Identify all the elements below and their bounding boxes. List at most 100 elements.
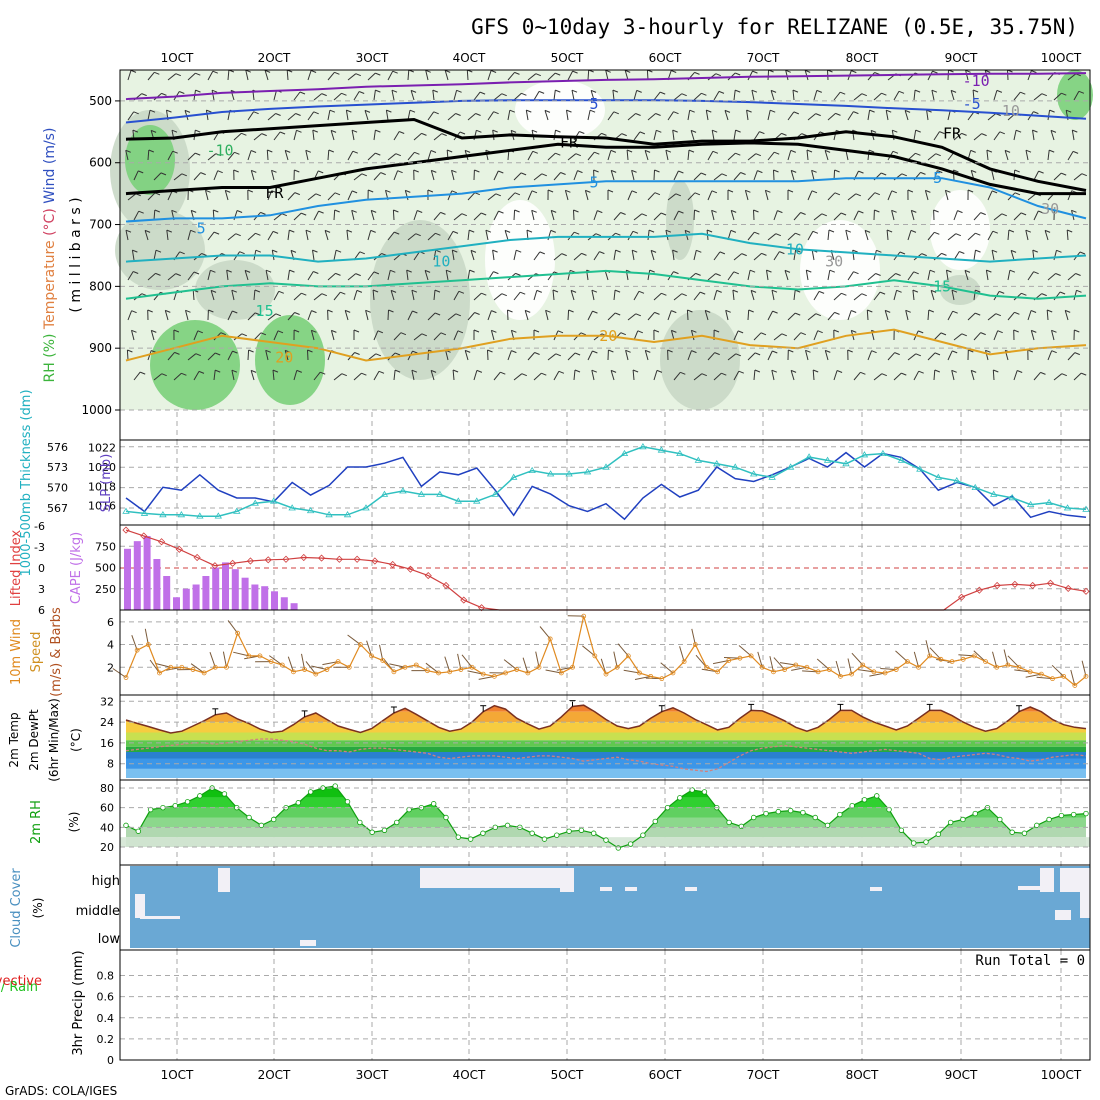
wind-barb-flag [931,89,938,93]
wind-barb [330,330,335,341]
wind-barb [867,350,873,361]
wind-barb-flag [255,232,261,236]
rh-shading-region [150,320,240,410]
wind-barb-flag [834,311,840,315]
wind-barb [1064,310,1069,321]
wind-barb-flag [680,371,686,375]
thickness-marker [842,460,850,467]
wind-barb [207,231,215,241]
wind-barb [687,110,691,121]
rh-marker [554,832,560,838]
wind-barb-flag [154,209,160,213]
wind-barb-flag [195,72,201,76]
wind-barb-flag [825,349,831,353]
temp-ylabel: (6hr Min/Max) [47,698,61,782]
thickness-marker [491,490,499,497]
wind-barb-flag [711,209,717,213]
li-marker [157,538,166,546]
wind-barb-flag [700,291,706,295]
wind-barb [535,651,540,668]
wind-barb-flag [881,172,887,176]
wind-barb-flag [700,172,707,176]
wind-barb [231,290,235,301]
x-tick-label-top: 3OCT [356,51,389,65]
wind-barb-flag [649,269,655,273]
wind-barb-flag [315,193,321,197]
wind-barb [913,370,920,381]
wind-barb [867,273,876,281]
upper-air-ylabel-text: RH (%) Temperature (°C) Wind (m/s) [42,128,58,383]
wind-barb-flag [970,149,976,153]
upper-air-ylabel2-text: ( m i l l i b a r s ) [68,197,84,312]
cloud-unit-label: (%) [31,898,45,919]
wind-barb-flag [138,170,144,174]
wind-barb-flag [800,332,806,336]
wind-barb-flag [535,73,541,77]
series-line [125,446,1087,517]
rh-marker [874,793,880,799]
upper-air-ylabel: RH (%) Temperature (°C) Wind (m/s) [42,128,58,383]
wind-barb [991,250,995,261]
wind-barb [805,350,809,361]
wind-barb-flag [777,210,783,214]
wind-barb [667,193,677,201]
wind-barb [231,370,235,381]
wind-barb-flag [985,349,991,353]
wind-barb [553,172,561,181]
wind-barb [453,291,460,301]
wind-barb [347,73,357,81]
wind-barb-flag [351,209,357,213]
y-tick-label: 500 [89,94,112,108]
wind-barb-flag [773,169,779,173]
wind-barb [387,231,395,241]
wind-barb-flag [501,93,507,97]
wind-barb-flag [414,151,420,155]
wind-barb-flag [233,169,239,173]
rh-tick-label: 40 [100,821,114,834]
thickness-marker [676,449,684,456]
wind-barb [947,350,953,361]
wind-barb [507,309,509,321]
wind-barb-flag [1081,372,1087,376]
li-marker [975,586,983,594]
wind-barb-flag [431,169,437,173]
wind-barb [973,133,982,141]
wind-barb-flag [592,350,598,354]
wind-barb-flag [289,269,295,273]
wind-barb [633,90,638,101]
wind-barb-flag [375,152,381,156]
wind-barb-flag [898,90,905,94]
rh-marker [467,836,474,842]
wind-barb [1033,372,1041,381]
wind-speed-marker [1038,671,1044,677]
cloud-clear-patch [685,887,697,891]
rh-shading-region [1057,70,1093,120]
wind-barb-flag [321,93,327,97]
wind-barb-flag [1061,373,1067,377]
rh-marker [910,840,917,846]
wind-barb [790,170,795,181]
wind-barb-flag [775,233,781,237]
wind-barb-flag [312,129,318,133]
wind-barb-flag [660,91,666,95]
wind-barb [353,173,363,181]
wind-barb [353,91,360,101]
wind-barb [582,645,596,657]
wind-barb-flag [829,269,835,273]
wind-barb [433,290,436,301]
wind-barb [633,330,639,341]
wind-barb-flag [281,213,287,217]
cape-tick-label: 500 [95,562,116,575]
rh-marker [750,814,757,821]
wind-barb-flag [996,89,1003,93]
wind-barb [131,635,138,651]
wind-speed-marker [659,676,665,682]
wind-speed-marker [291,669,296,675]
x-tick-label-bottom: 6OCT [649,1068,682,1082]
wind-barb [1053,291,1061,301]
wind-barb [267,231,274,241]
cape-bar [182,588,190,610]
wind-barb-flag [125,149,131,153]
wind-barb [647,230,650,241]
wind-barb [473,91,481,101]
